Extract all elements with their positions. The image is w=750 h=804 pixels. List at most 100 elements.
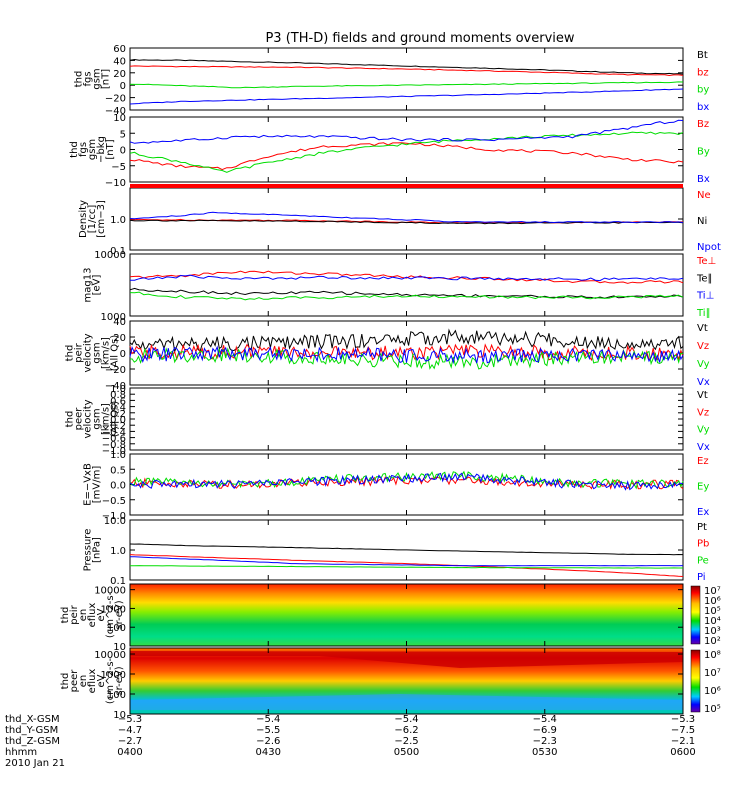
y-axis-label: [cm−3] — [96, 200, 107, 238]
panel-7: 1.0 0.5 0.0 −0.5 −1.0 E=−VxB[mV/m] Ez Ey Ex — [83, 450, 710, 522]
legend-entry: Ni — [697, 216, 707, 227]
y-tick-label: 0 — [120, 146, 126, 157]
y-axis-label: sr-eV) — [114, 600, 125, 629]
y-tick-label: 0.0 — [110, 415, 126, 426]
legend-entry: Vt — [697, 390, 708, 401]
y-axis-label: en — [78, 609, 89, 622]
y-axis-label: velocity — [83, 399, 94, 438]
orbit-value: −2.1 — [671, 736, 695, 747]
panel-frame — [129, 253, 684, 317]
y-tick-label: 0 — [120, 81, 126, 92]
y-tick-label: 0.1 — [110, 246, 126, 257]
series-Ez — [129, 475, 684, 490]
orbit-value: −2.3 — [533, 736, 557, 747]
legend-entry: Npot — [697, 242, 721, 253]
series-bx — [129, 88, 684, 105]
y-tick-label: 0.6 — [110, 396, 126, 407]
y-tick-label: 1.0 — [110, 546, 126, 557]
y-tick-label: 10000 — [94, 586, 126, 597]
y-tick-label: 1000 — [101, 312, 126, 323]
y-axis-label: eV — [96, 674, 107, 687]
series-Npot — [129, 211, 684, 224]
y-tick-label: −10 — [105, 178, 126, 189]
y-tick-label: 10.0 — [104, 516, 126, 527]
y-tick-label: −0.4 — [102, 427, 126, 438]
orbit-value: −6.2 — [394, 725, 418, 736]
y-tick-label: 10000 — [94, 250, 126, 261]
panel-frame — [129, 116, 684, 183]
legend-entry: Te∥ — [696, 273, 713, 284]
y-tick-label: 0.0 — [110, 481, 126, 492]
y-axis-label: −bkg — [96, 136, 107, 163]
y-axis-label: (All Qs) — [110, 335, 121, 372]
y-axis-label: fgs — [83, 71, 94, 86]
series-Vx — [129, 345, 684, 365]
series-Vt — [129, 328, 684, 354]
orbit-label: thd_X-GSM — [5, 714, 60, 725]
y-tick-label: 10 — [113, 113, 126, 124]
orbit-value: −5.4 — [394, 714, 418, 725]
spectrogram-band — [130, 651, 683, 668]
y-axis-label: eflux — [87, 669, 98, 694]
legend-entry: Bt — [697, 50, 708, 61]
legend-entry: Te⊥ — [696, 256, 716, 267]
colorbar-label: 10⁸ — [704, 650, 721, 661]
colorbar-label: 10⁶ — [704, 596, 721, 607]
y-axis-label: gsm — [92, 68, 103, 89]
y-tick-label: 1.0 — [110, 450, 126, 461]
colorbar-label: 10⁶ — [704, 686, 721, 697]
legend-entry: Pb — [697, 539, 709, 550]
series-Ey — [129, 470, 684, 490]
legend-entry: Ti⊥ — [696, 291, 714, 302]
legend-entry: Pi — [697, 572, 706, 583]
date-label: 2010 Jan 21 — [5, 758, 65, 769]
orbit-value: −2.5 — [394, 736, 418, 747]
y-axis-label: [km/s] — [101, 337, 112, 369]
legend-entry: Vz — [697, 407, 709, 418]
legend-entry: Vz — [697, 341, 709, 352]
y-axis-label: velocity — [83, 333, 94, 372]
x-tick-label: 0600 — [670, 747, 695, 758]
x-tick-label: 0500 — [394, 747, 419, 758]
orbit-value: −5.3 — [118, 714, 142, 725]
series-Bx — [129, 119, 684, 144]
series-Pe — [130, 565, 683, 569]
colorbar-label: 10⁵ — [704, 704, 721, 715]
spectrogram-band — [130, 694, 683, 710]
y-axis-label: thd — [65, 411, 76, 428]
y-tick-label: 20 — [113, 333, 126, 344]
legend-entry: Vx — [697, 377, 710, 388]
legend-entry: bx — [697, 102, 709, 113]
y-axis-label: eV — [96, 608, 107, 621]
y-tick-label: 40 — [113, 56, 126, 67]
legend-entry: Vx — [697, 442, 710, 453]
y-axis-label: peir — [74, 342, 85, 362]
legend-entry: bz — [697, 67, 709, 78]
y-tick-label: 0.8 — [110, 390, 126, 401]
panel-frame — [129, 187, 684, 251]
series-Bz — [129, 142, 684, 171]
y-axis-label: [mV/m] — [92, 466, 103, 504]
panel-9: 10⁷10⁶10⁵10⁴10³10²10000100010010thdpeire… — [60, 583, 721, 653]
y-tick-label: 10 — [113, 710, 126, 721]
y-axis-label: [1/cc] — [87, 205, 98, 234]
panels: 6040200−20−40thdfgsgsm[nT]Btbzbybx1050−5… — [60, 44, 721, 721]
x-axis-annotation: thd_X-GSM −5.3 −5.4 −5.4 −5.4 −5.3 thd_Y-GSM −4… — [5, 714, 696, 769]
y-axis-label: mag13 — [83, 268, 94, 303]
y-tick-label: 0.1 — [110, 576, 126, 587]
y-axis-label: (cm^2-s- — [105, 657, 116, 704]
y-tick-label: 1.0 — [110, 384, 126, 395]
y-axis-label: en — [78, 675, 89, 688]
series-Ex — [129, 472, 684, 491]
colorbar-label: 10⁵ — [704, 606, 721, 617]
legend-entry: Vy — [697, 425, 710, 436]
y-axis-label: (All Qs) — [110, 401, 121, 438]
legend-entry: Vy — [697, 359, 710, 370]
colorbar — [690, 585, 701, 645]
y-tick-label: 0 — [120, 349, 126, 360]
legend-entry: Vt — [697, 323, 708, 334]
y-tick-label: 0.2 — [110, 409, 126, 420]
x-tick-label: 0430 — [256, 747, 281, 758]
y-tick-label: −0.2 — [102, 421, 126, 432]
y-tick-label: −5 — [111, 162, 126, 173]
